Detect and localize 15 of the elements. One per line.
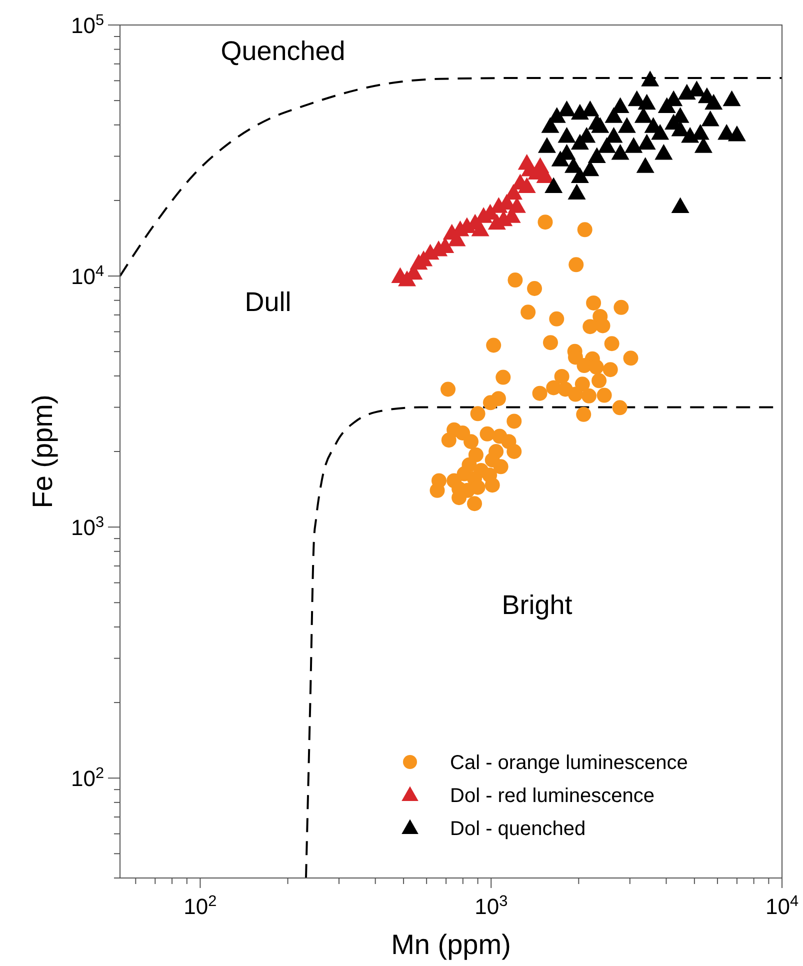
annotation: Dull [244,287,292,317]
x-tick-label: 10$^{4}$ [765,892,799,919]
y-tick-label: 10$^{3}$ [70,514,104,540]
annotation: Bright [502,590,573,620]
x-tick-label: 10$^{2}$ [184,892,217,919]
y-tick-label: 10$^{5}$ [70,12,104,38]
annotation: Quenched [220,36,346,66]
legend-label: Dol - quenched [450,818,586,840]
y-axis-title: Fe (ppm) [27,394,58,508]
y-tick-label: 10$^{2}$ [70,764,104,792]
legend-label: Dol - red luminescence [450,785,655,807]
legend-label: Cal - orange luminescence [450,752,688,774]
y-tick-label: 10$^{4}$ [70,262,104,290]
x-tick-label: 10$^{3}$ [474,892,508,919]
x-axis-title: Mn (ppm) [391,929,511,960]
